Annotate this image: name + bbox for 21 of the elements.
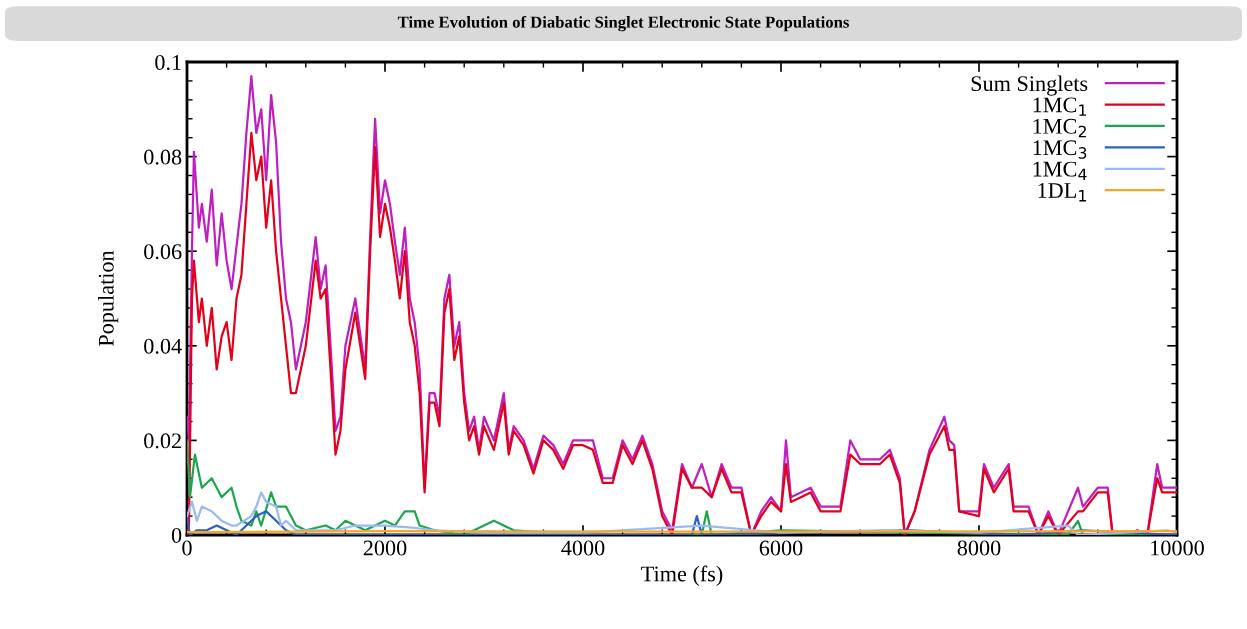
legend-label: Sum Singlets [971,75,1088,96]
y-tick-label: 0.04 [144,338,182,354]
y-axis-title: Population [98,250,119,347]
y-tick-label: 0.06 [144,244,182,260]
y-tick-label: 0 [171,527,182,543]
x-tick-label: 0 [182,540,192,556]
legend-label: 1MC$_{3}$ [1033,140,1087,159]
x-axis-title: Time (fs) [641,565,723,586]
x-tick-label: 2000 [363,540,407,556]
legend-label: 1MC$_{4}$ [1033,161,1087,181]
x-tick-label: 8000 [957,540,1001,556]
legend-label: 1DL$_{1}$ [1038,183,1086,202]
y-tick-label: 0.1 [155,54,181,71]
x-tick-label: 10000 [1151,540,1204,556]
legend-label: 1MC$_{1}$ [1033,97,1087,116]
y-tick-label: 0.02 [144,433,181,449]
chart-title: Time Evolution of Diabatic Singlet Electronic State Populations [397,15,849,32]
y-tick-label: 0.08 [144,149,182,165]
x-tick-label: 4000 [561,540,605,556]
x-tick-label: 6000 [759,540,803,556]
legend-label: 1MC$_{2}$ [1033,118,1086,138]
